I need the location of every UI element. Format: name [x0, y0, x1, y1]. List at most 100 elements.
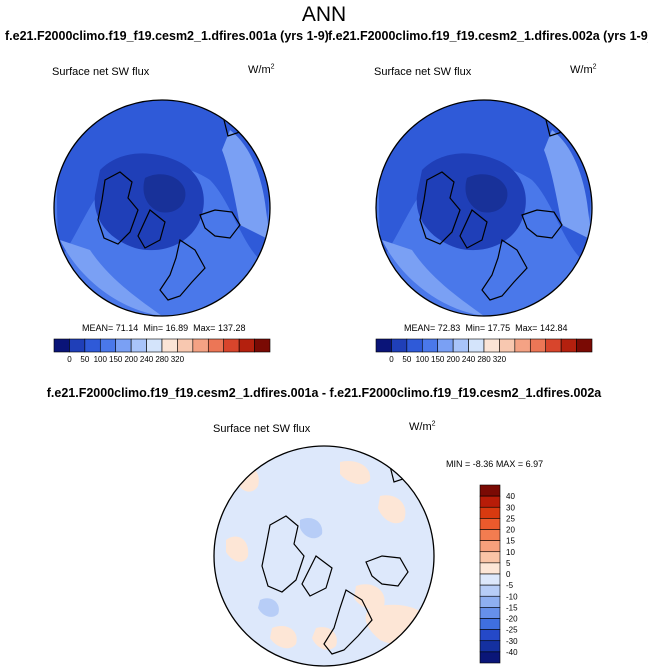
- panel3-colorbar-tick-label: -10: [506, 592, 518, 601]
- panel2-colorbar-box: [468, 338, 485, 353]
- panel3-colorbar-tick-label: 15: [506, 537, 515, 546]
- panel3-colorbar-box: [479, 562, 501, 575]
- panel3-colorbar-box: [479, 540, 501, 553]
- panel2-colorbar-box: [545, 338, 562, 353]
- panel2-variable-label: Surface net SW flux: [374, 66, 472, 78]
- panel1-colorbar-box: [192, 338, 209, 353]
- panel1-field-contour: [143, 174, 186, 213]
- panel2-colorbar-box: [391, 338, 408, 353]
- panel2-colorbar-box: [499, 338, 516, 353]
- panel2-colorbar-tick-label: 0: [389, 355, 394, 364]
- panel1-coastline: [159, 239, 206, 301]
- panel1-colorbar-tick-label: 240: [140, 355, 154, 364]
- panel1-colorbar-box: [53, 338, 70, 353]
- panel3-stats: MIN = -8.36 MAX = 6.97: [446, 459, 544, 469]
- panel3-colorbar-tick-label: 30: [506, 503, 515, 512]
- panel3-colorbar-tick-label: -5: [506, 581, 514, 590]
- panel3-colorbar-tick-label: 5: [506, 559, 511, 568]
- panel3-variable-label: Surface net SW flux: [213, 423, 311, 435]
- panel1-coastline: [137, 209, 166, 249]
- panel2-colorbar-box: [560, 338, 577, 353]
- panel3-colorbar-tick-label: -30: [506, 637, 518, 646]
- panel2-field-contour: [544, 130, 592, 240]
- panel3-map: [213, 445, 435, 667]
- panel3-field-contour: [300, 517, 323, 539]
- panel2-colorbar-box: [421, 338, 439, 353]
- panel3-colorbar-box: [479, 484, 501, 497]
- panel1-colorbar-box: [84, 338, 101, 353]
- panel3-colorbar-box: [479, 573, 501, 586]
- panel2-colorbar-box: [437, 338, 454, 353]
- panel2-colorbar-tick-label: 320: [493, 355, 507, 364]
- panel3-colorbar-tick-label: -25: [506, 626, 518, 635]
- panel3-colorbar-tick-label: 0: [506, 570, 511, 579]
- panel3-colorbar-tick-label: -15: [506, 603, 518, 612]
- panel3-colorbar-box: [479, 551, 501, 564]
- panel1-colorbar-box: [69, 338, 86, 353]
- panel1-variable-label: Surface net SW flux: [52, 66, 150, 78]
- panel3-colorbar-tick-label: 10: [506, 548, 515, 557]
- panel1-colorbar-tick-label: 150: [109, 355, 123, 364]
- panel1-colorbar-box: [130, 338, 147, 353]
- panel3-colorbar-box: [479, 506, 501, 519]
- panel1-colorbar-tick-label: 0: [67, 355, 72, 364]
- panel2-coastline: [481, 239, 528, 301]
- panel2-map: [375, 99, 593, 317]
- panel1-colorbar-tick-label: 100: [94, 355, 108, 364]
- panel1-colorbar-box: [207, 338, 225, 353]
- panel2-coastline: [459, 209, 488, 249]
- panel2-units: W/m2: [570, 63, 597, 76]
- panel3-colorbar-box: [479, 584, 501, 597]
- panel1-colorbar: 0 50 100 150 200 240 280 320: [53, 338, 271, 364]
- panel1-units: W/m2: [248, 63, 275, 76]
- panel3-colorbar-tick-label: 25: [506, 514, 515, 523]
- panel3-colorbar-box: [479, 529, 501, 541]
- panel1-colorbar-box: [177, 338, 194, 353]
- panel1-stats: MEAN= 71.14 Min= 16.89 Max= 137.28: [82, 323, 246, 333]
- panel3-field-contour: [270, 625, 297, 649]
- panel3-field-contour: [340, 460, 371, 485]
- panel3-field-contour: [258, 598, 279, 617]
- panel1-map-boundary: [53, 99, 271, 317]
- panel2-colorbar-tick-label: 240: [462, 355, 476, 364]
- panel3-colorbar-tick-label: -40: [506, 648, 518, 657]
- panel3-coastline: [301, 555, 333, 597]
- panel3-colorbar-box: [479, 595, 501, 608]
- panel2-field-contour: [379, 100, 591, 260]
- panel3-coastline: [261, 515, 305, 593]
- panel1-colorbar-box: [223, 338, 240, 353]
- panel2-colorbar-box: [452, 338, 469, 353]
- panel3-colorbar-box: [479, 607, 501, 619]
- panel2-colorbar-tick-label: 100: [416, 355, 430, 364]
- panel3-colorbar-box: [479, 518, 501, 530]
- panel1-map: [53, 99, 271, 317]
- panel1-colorbar-tick-label: 280: [155, 355, 169, 364]
- panel2-colorbar-box: [406, 338, 423, 353]
- panel1-colorbar-box: [115, 338, 132, 353]
- panel1-field-contour: [222, 130, 270, 240]
- panel2-colorbar-box: [375, 338, 392, 353]
- panel1-colorbar-box: [161, 338, 178, 353]
- panel3-units: W/m2: [409, 420, 436, 433]
- panel3-field-contour: [226, 536, 249, 562]
- panel1-coastline: [97, 171, 139, 245]
- panel2-colorbar-tick-label: 200: [446, 355, 460, 364]
- panel2-colorbar-tick-label: 280: [477, 355, 491, 364]
- panel3-field-contour: [354, 584, 385, 610]
- panel1-colorbar-tick-label: 200: [124, 355, 138, 364]
- difference-title: f.e21.F2000climo.f19_f19.cesm2_1.dfires.…: [46, 386, 602, 400]
- panel1-field-contour: [60, 240, 162, 316]
- panel2-colorbar-tick-label: 150: [431, 355, 445, 364]
- panel2-field-contour: [465, 174, 508, 213]
- panel2-coastline: [419, 171, 461, 245]
- figure-title: ANN: [301, 3, 347, 26]
- panel2-colorbar: 0 50 100 150 200 240 280 320: [375, 338, 593, 364]
- panel2-colorbar-box: [529, 338, 547, 353]
- panel3-coastline: [323, 589, 373, 655]
- panel2-coastline: [521, 209, 563, 239]
- panel2-colorbar-box: [483, 338, 500, 353]
- panel3-colorbar-tick-label: 40: [506, 492, 515, 501]
- panel3-colorbar-box: [479, 651, 501, 664]
- case1-title: f.e21.F2000climo.f19_f19.cesm2_1.dfires.…: [5, 29, 329, 43]
